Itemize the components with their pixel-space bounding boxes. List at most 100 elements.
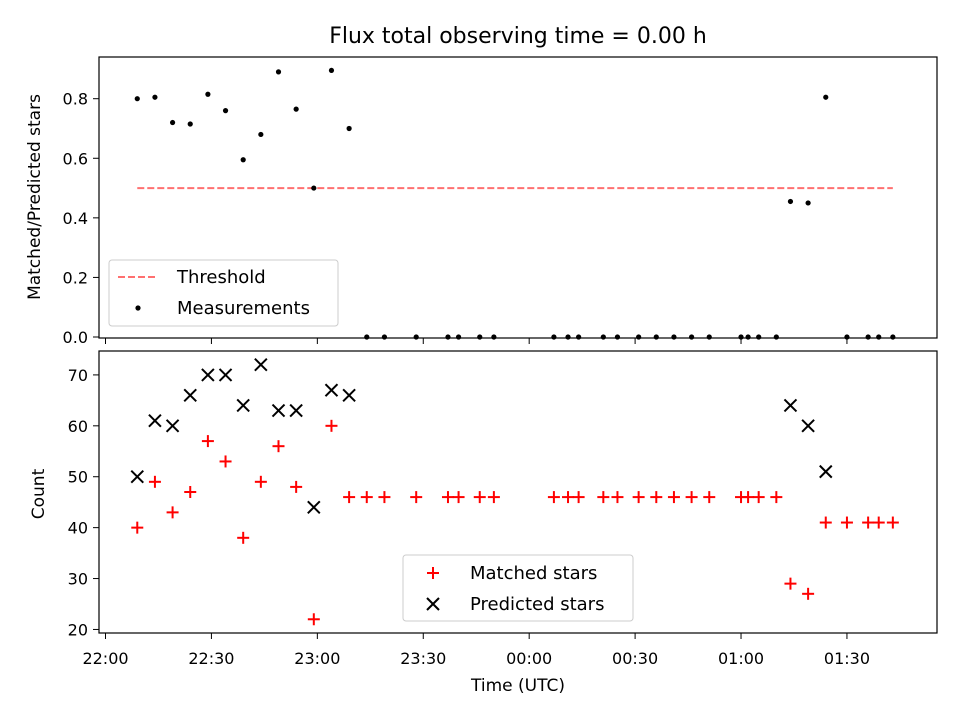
- predicted-star-point: [218, 368, 233, 382]
- measurement-point: [346, 125, 352, 132]
- chart-title: Flux total observing time = 0.00 h: [329, 24, 707, 49]
- matched-star-point: [685, 491, 698, 504]
- bottom-axes-frame: [98, 350, 938, 634]
- matched-star-point: [572, 491, 585, 504]
- measurement-point: [890, 334, 896, 340]
- predicted-star-b: [342, 388, 356, 402]
- measurement-point: [381, 334, 388, 340]
- top-panel: Flux total observing time = 0.00 h 0.0 0.…: [25, 24, 938, 347]
- legend-matched-label: Matched stars: [470, 563, 597, 584]
- legend-measurements-label: Measurements: [177, 298, 310, 319]
- matched-star-point: [703, 491, 716, 504]
- predicted-star-point: [254, 358, 268, 372]
- measurement-point: [614, 334, 621, 340]
- measurement-point: [134, 96, 140, 102]
- measurement-point: [876, 334, 882, 340]
- matched-star-point: [148, 475, 161, 488]
- predicted-star-point: [165, 419, 180, 433]
- matched-star-point: [254, 475, 267, 488]
- matched-star-point: [307, 613, 320, 626]
- matched-star-point: [473, 491, 486, 504]
- top-y-axis: 0.0 0.2 0.4 0.6 0.8: [63, 90, 99, 347]
- matched-star-point: [131, 521, 144, 534]
- predicted-star-b: [165, 419, 180, 433]
- predicted-star-point: [801, 419, 815, 433]
- measurement-point: [240, 157, 246, 163]
- legend-predicted-swatch: [426, 597, 440, 611]
- x-axis-label: Time (UTC): [470, 676, 565, 696]
- matched-star-point: [742, 491, 755, 504]
- predicted-star-b: [271, 403, 286, 418]
- predicted-star-b: [254, 358, 268, 372]
- predicted-star-point: [819, 464, 833, 479]
- matched-star-point: [819, 516, 832, 529]
- measurement-point: [745, 334, 751, 340]
- top-legend: Threshold Measurements: [108, 259, 339, 327]
- predicted-star-b: [289, 403, 303, 418]
- predicted-star-point: [307, 500, 321, 514]
- predicted-star-b: [307, 500, 321, 514]
- matched-star-point: [166, 506, 179, 519]
- matched-star-point: [272, 440, 285, 453]
- top-y-tick-label: 0.4: [63, 209, 88, 228]
- measurement-point: [187, 121, 193, 127]
- matched-star-point: [343, 491, 356, 504]
- measurement-point: [823, 94, 829, 100]
- top-axes-frame: [98, 56, 938, 339]
- measurement-point: [205, 91, 211, 97]
- matched-star-point: [219, 455, 232, 468]
- top-y-tick-label: 0.8: [63, 90, 88, 109]
- predicted-star-point: [271, 403, 286, 418]
- bottom-y-tick-label: 30: [68, 570, 88, 589]
- measurement-point: [364, 334, 370, 340]
- measurement-point: [600, 334, 606, 340]
- bottom-x-tick-label: 23:00: [294, 649, 340, 668]
- measurement-point: [222, 108, 229, 114]
- matched-star-point: [802, 587, 815, 600]
- predicted-star-b: [819, 464, 833, 479]
- predicted-star-point: [201, 368, 215, 382]
- bottom-legend-box: [402, 554, 634, 622]
- predicted-star-b: [201, 368, 215, 382]
- measurement-point: [671, 334, 677, 340]
- bottom-x-tick-label: 00:00: [506, 649, 552, 668]
- bottom-y-tick-label: 70: [68, 366, 88, 385]
- measurement-point: [169, 119, 176, 126]
- matched-star-point: [184, 486, 197, 498]
- matched-star-point: [290, 480, 303, 493]
- predicted-star-b: [148, 414, 162, 428]
- bottom-x-tick-label: 01:30: [824, 649, 870, 668]
- measurement-point: [445, 334, 451, 340]
- matched-star-point: [410, 491, 423, 504]
- bottom-y-axis-label: Count: [29, 468, 49, 519]
- measurement-point: [413, 334, 419, 340]
- measurement-point: [688, 334, 695, 340]
- predicted-star-b: [324, 383, 339, 397]
- measurement-point: [706, 334, 712, 340]
- measurement-point: [787, 198, 794, 205]
- measurement-point: [477, 334, 483, 340]
- predicted-star-b: [801, 419, 815, 433]
- legend-measurements-swatch: [135, 305, 141, 311]
- predicted-star-point: [183, 388, 197, 402]
- measurement-point: [576, 334, 582, 340]
- matched-star-point: [441, 491, 454, 504]
- bottom-x-tick-label: 00:30: [612, 649, 658, 668]
- top-y-tick-label: 0.2: [63, 268, 88, 287]
- matched-star-point: [784, 577, 797, 590]
- bottom-y-tick-label: 60: [68, 417, 88, 436]
- bottom-legend: Matched stars Predicted stars: [402, 554, 634, 622]
- bottom-y-axis: 20 30 40 50 60 70: [68, 366, 99, 639]
- predicted-star-point: [148, 414, 162, 428]
- measurement-point: [756, 334, 762, 340]
- bottom-x-tick-label: 22:00: [82, 649, 128, 668]
- predicted-star-point: [342, 388, 356, 402]
- matched-star-point: [378, 491, 391, 504]
- matched-star-point: [360, 491, 373, 504]
- predicted-star-b: [183, 388, 197, 402]
- predicted-star-b: [783, 398, 798, 413]
- top-x-axis: [105, 338, 848, 344]
- top-y-tick-label: 0.0: [63, 328, 88, 347]
- matched-star-point: [770, 491, 783, 504]
